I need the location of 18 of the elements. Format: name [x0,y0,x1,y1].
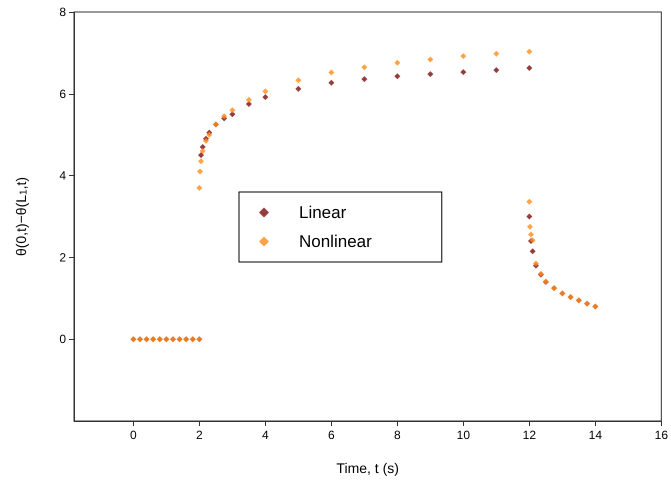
x-tick-label: 6 [328,428,336,442]
y-tick-label: 4 [59,168,66,183]
x-tick-label: 4 [262,428,270,442]
y-tick-label: 0 [59,332,66,346]
y-tick-label: 8 [59,5,66,19]
legend-label: Linear [299,203,347,222]
x-tick-label: 12 [522,428,536,442]
x-tick-label: 16 [654,428,668,442]
y-tick-label: 2 [59,250,66,264]
x-tick-label: 0 [130,428,138,442]
x-tick-label: 10 [456,428,470,442]
x-tick-label: 2 [196,428,204,442]
x-tick-label: 8 [394,428,402,442]
y-tick-label: 6 [59,86,66,101]
x-tick-label: 14 [588,428,602,442]
x-axis-title: Time, t (s) [336,460,399,476]
y-axis-title: θ(0,t)−θ(L1,t) [13,176,30,256]
legend-label: Nonlinear [299,232,372,251]
